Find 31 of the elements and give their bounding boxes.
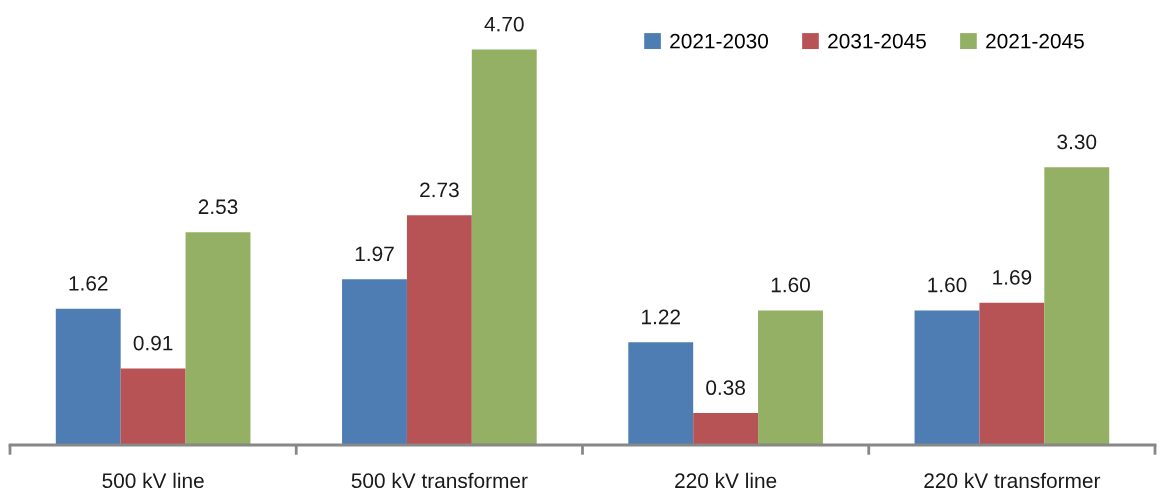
data-label: 1.97 [355, 246, 394, 262]
data-label: 4.70 [484, 16, 524, 32]
x-tick-label: 220 kV transformer [924, 472, 1101, 489]
bar [1044, 167, 1110, 445]
bar [406, 215, 472, 445]
x-tick-label: 220 kV line [675, 472, 777, 489]
data-label: 1.62 [69, 275, 108, 291]
bar [471, 49, 537, 445]
bar [628, 342, 694, 445]
bar [758, 310, 823, 445]
x-tick-label: 500 kV line [102, 472, 204, 489]
bar [55, 308, 121, 445]
x-tick-label: 500 kV transformer [351, 472, 528, 489]
data-label: 0.38 [706, 380, 745, 396]
bar [120, 368, 186, 445]
data-label: 2.73 [420, 182, 459, 198]
data-label: 1.69 [993, 270, 1032, 285]
data-label: 3.30 [1057, 134, 1097, 150]
legend-label: 2021-2045 [986, 33, 1084, 49]
data-label: 1.60 [928, 277, 967, 293]
bar [185, 232, 251, 445]
bar [693, 413, 759, 445]
data-label: 0.91 [133, 335, 173, 351]
legend-label: 2021-2030 [670, 33, 769, 49]
bar [979, 302, 1045, 445]
bar [342, 279, 407, 445]
data-label: 1.60 [771, 277, 810, 293]
legend-label: 2031-2045 [828, 33, 926, 49]
bar [914, 310, 980, 445]
data-label: 1.22 [642, 309, 680, 325]
data-label: 2.53 [198, 199, 238, 215]
